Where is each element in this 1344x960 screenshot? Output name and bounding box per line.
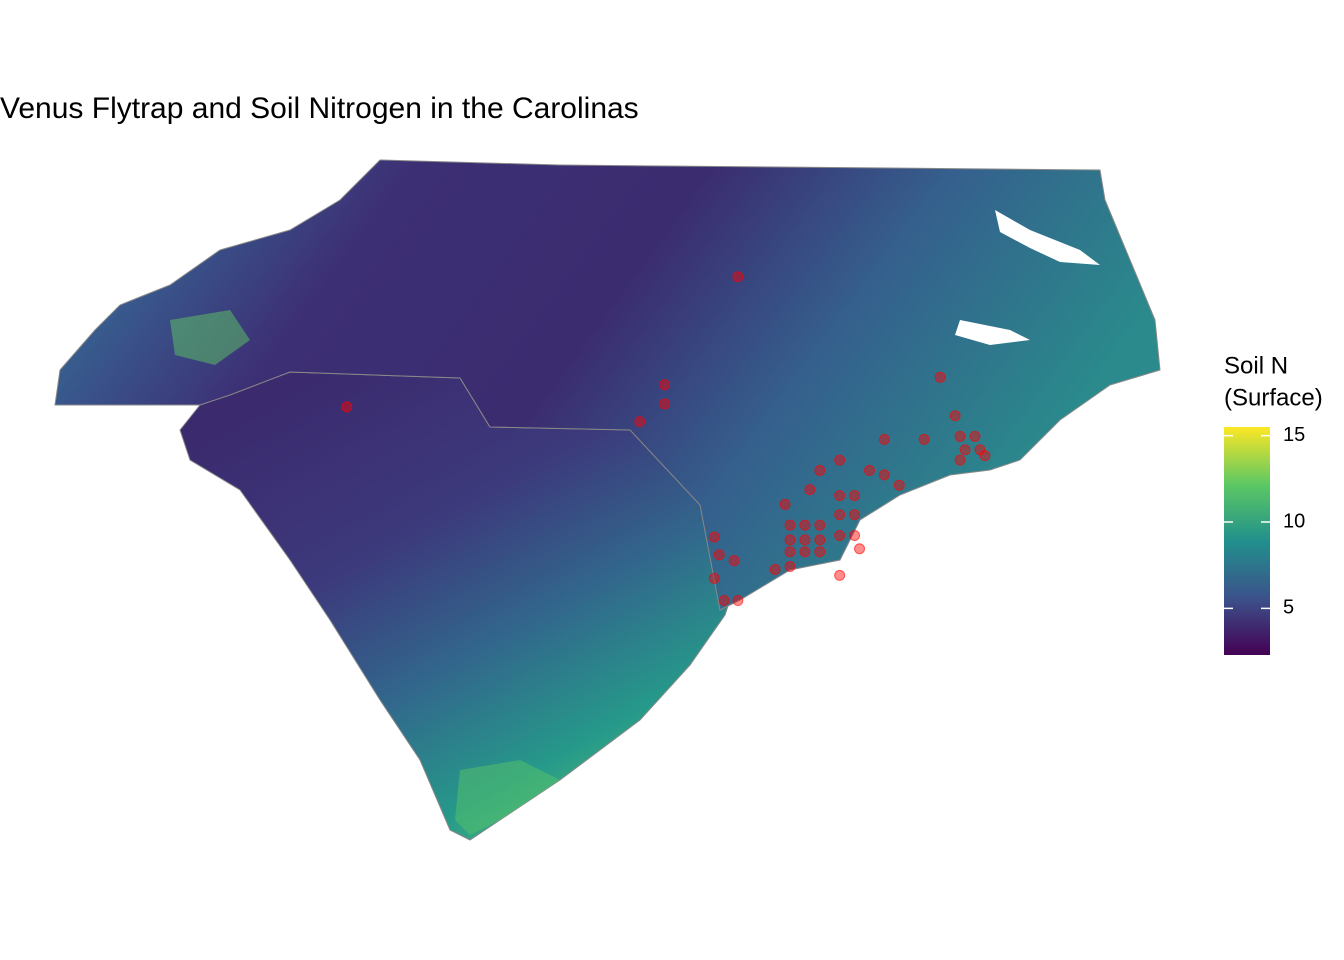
colorbar-tick-label: 15 — [1283, 424, 1305, 446]
flytrap-point — [878, 469, 890, 481]
flytrap-point — [959, 444, 971, 456]
coast-high-n — [455, 760, 560, 835]
flytrap-point — [732, 271, 744, 283]
flytrap-point — [659, 398, 671, 410]
flytrap-point — [849, 509, 861, 521]
flytrap-point — [849, 490, 861, 502]
flytrap-point — [834, 509, 846, 521]
flytrap-point — [834, 569, 846, 581]
flytrap-point — [799, 546, 811, 558]
flytrap-point — [341, 401, 353, 413]
mountain-high-n — [170, 310, 250, 365]
flytrap-point — [814, 464, 826, 476]
flytrap-point — [713, 549, 725, 561]
flytrap-point — [954, 430, 966, 442]
flytrap-point — [849, 529, 861, 541]
flytrap-point — [834, 490, 846, 502]
flytrap-point — [814, 519, 826, 531]
sound-water — [955, 210, 1100, 345]
flytrap-point — [918, 433, 930, 445]
flytrap-point — [969, 430, 981, 442]
legend-title: Soil N — [1224, 352, 1288, 379]
flytrap-point — [799, 519, 811, 531]
colorbar-tick-label: 10 — [1283, 510, 1305, 532]
flytrap-point — [784, 561, 796, 573]
flytrap-point — [834, 529, 846, 541]
flytrap-point — [834, 454, 846, 466]
flytrap-point — [718, 595, 730, 607]
flytrap-point — [634, 416, 646, 428]
flytrap-point — [954, 454, 966, 466]
flytrap-point — [779, 498, 791, 510]
flytrap-point — [784, 534, 796, 546]
flytrap-point — [949, 410, 961, 422]
north-carolina — [54, 159, 1161, 611]
flytrap-point — [708, 572, 720, 584]
flytrap-point — [863, 464, 875, 476]
flytrap-point — [708, 531, 720, 543]
flytrap-point — [814, 546, 826, 558]
colorbar — [1224, 427, 1270, 655]
flytrap-point — [769, 563, 781, 575]
flytrap-point — [784, 519, 796, 531]
flytrap-point — [814, 534, 826, 546]
flytrap-point — [934, 371, 946, 383]
flytrap-point — [804, 484, 816, 496]
flytrap-point — [659, 379, 671, 391]
flytrap-point — [974, 444, 986, 456]
flytrap-point — [893, 479, 905, 491]
flytrap-point — [854, 543, 866, 555]
colorbar-tick-label: 5 — [1283, 597, 1294, 619]
flytrap-point — [799, 534, 811, 546]
legend-title: (Surface) — [1224, 384, 1323, 411]
title: Venus Flytrap and Soil Nitrogen in the C… — [0, 92, 639, 125]
flytrap-point — [732, 595, 744, 607]
flytrap-point — [728, 555, 740, 567]
flytrap-point — [878, 433, 890, 445]
flytrap-point — [784, 546, 796, 558]
